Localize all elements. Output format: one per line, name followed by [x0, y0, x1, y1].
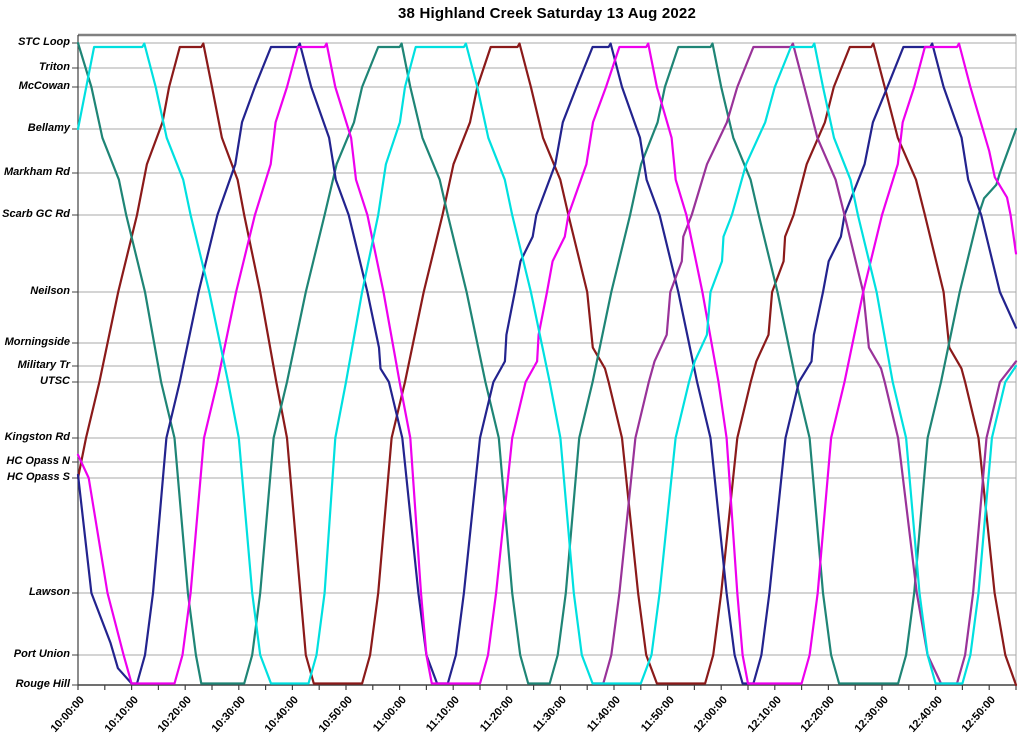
y-axis-label: HC Opass S	[7, 471, 70, 483]
y-axis-label: UTSC	[40, 375, 70, 387]
y-axis-label: Rouge Hill	[15, 678, 70, 690]
y-axis-label: Military Tr	[17, 359, 70, 371]
y-axis-label: Triton	[39, 61, 70, 73]
series-line-vehicle-magenta	[76, 42, 1018, 685]
y-axis-label: Lawson	[29, 586, 70, 598]
chart-title: 38 Highland Creek Saturday 13 Aug 2022	[398, 5, 696, 22]
series-line-vehicle-navy	[76, 42, 1018, 685]
y-axis-label: STC Loop	[18, 36, 70, 48]
y-axis-label: HC Opass N	[6, 455, 70, 467]
series-line-vehicle-cyan	[76, 42, 1018, 685]
y-axis-label: Port Union	[13, 648, 70, 660]
y-axis-label: Markham Rd	[3, 166, 70, 178]
y-axis-label: McCowan	[18, 80, 70, 92]
series-line-vehicle-teal	[76, 41, 1018, 685]
y-axis-label: Scarb GC Rd	[2, 208, 70, 220]
y-axis-label: Kingston Rd	[4, 431, 70, 443]
y-axis-label: Bellamy	[27, 122, 70, 134]
y-axis-label: Neilson	[30, 285, 70, 297]
y-axis-label: Morningside	[4, 336, 70, 348]
series-line-vehicle-purple	[591, 42, 1018, 685]
